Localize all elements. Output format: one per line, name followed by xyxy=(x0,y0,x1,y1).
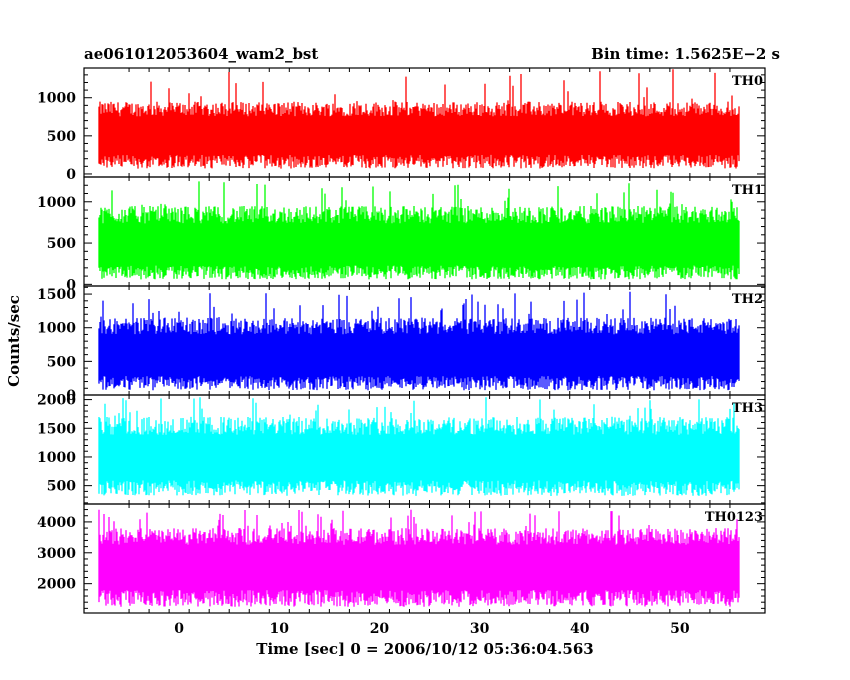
x-axis-label: Time [sec] 0 = 2006/10/12 05:36:04.563 xyxy=(256,640,593,658)
y-tick-label: 1500 xyxy=(37,287,76,303)
y-tick-label: 2000 xyxy=(37,577,76,593)
y-tick-label: 1000 xyxy=(37,91,76,107)
x-tick-label: 50 xyxy=(670,621,690,637)
series-th0123-curve xyxy=(98,509,740,607)
x-tick-label: 30 xyxy=(470,621,490,637)
x-tick-label: 0 xyxy=(174,621,184,637)
bin-time-label: Bin time: 1.5625E−2 s xyxy=(591,45,780,63)
panel-label-th1: TH1 xyxy=(732,183,763,198)
panel-label-th3: TH3 xyxy=(732,401,763,416)
y-tick-label: 3000 xyxy=(37,546,76,562)
series-th3-curve xyxy=(98,397,740,496)
series-th1-curve xyxy=(98,181,740,280)
panel-label-th0: TH0 xyxy=(732,74,763,89)
series-th2-curve xyxy=(98,291,740,391)
y-tick-label: 500 xyxy=(47,129,76,145)
x-tick-label: 20 xyxy=(370,621,390,637)
y-tick-label: 0 xyxy=(66,167,76,183)
y-tick-label: 0 xyxy=(66,277,76,293)
y-tick-label: 4000 xyxy=(37,515,76,531)
panel-label-th2: TH2 xyxy=(732,292,763,307)
y-tick-label: 1500 xyxy=(37,421,76,437)
x-tick-label: 40 xyxy=(570,621,590,637)
y-tick-label: 2000 xyxy=(37,393,76,409)
y-tick-label: 1000 xyxy=(37,321,76,337)
y-axis-label: Counts/sec xyxy=(5,295,23,387)
y-tick-label: 1000 xyxy=(37,195,76,211)
panel-label-th0123: TH0123 xyxy=(705,510,763,525)
y-tick-label: 500 xyxy=(47,479,76,495)
y-tick-label: 0 xyxy=(66,388,76,404)
chart-title: ae061012053604_wam2_bst xyxy=(84,45,318,63)
y-tick-label: 500 xyxy=(47,354,76,370)
y-tick-label: 1000 xyxy=(37,450,76,466)
series-th0-curve xyxy=(98,69,740,169)
y-tick-label: 500 xyxy=(47,236,76,252)
x-tick-label: 10 xyxy=(270,621,290,637)
